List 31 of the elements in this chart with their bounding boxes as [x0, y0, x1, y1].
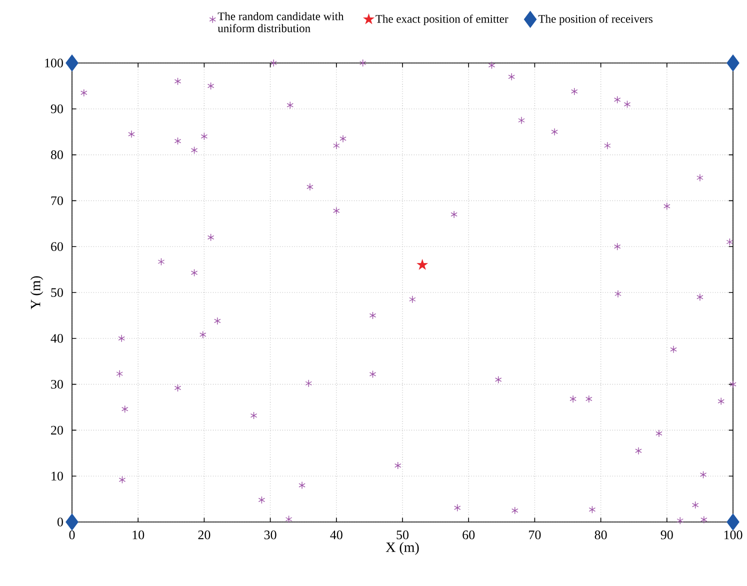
- x-tick-label: 40: [330, 530, 342, 540]
- x-axis-title: X (m): [386, 542, 419, 555]
- y-tick-label: 100: [45, 58, 63, 68]
- x-tick-label: 80: [594, 530, 607, 540]
- x-tick-label: 30: [264, 530, 276, 540]
- y-tick-label: 90: [50, 104, 63, 114]
- y-tick-label: 0: [57, 518, 63, 526]
- y-tick-label: 30: [51, 380, 63, 389]
- x-tick-label: 60: [462, 530, 475, 540]
- y-tick-label: 50: [51, 288, 63, 297]
- point: [726, 514, 740, 530]
- y-tick-label: 20: [51, 426, 63, 435]
- y-tick-label: 80: [50, 150, 63, 160]
- y-tick-label: 60: [51, 242, 63, 251]
- legend-label: The exact position of emitter: [376, 14, 508, 26]
- x-tick-label: 70: [529, 530, 541, 540]
- x-tick-label: 20: [198, 530, 210, 540]
- legend-label: The position of receivers: [538, 14, 653, 26]
- y-tick-label: 70: [51, 196, 63, 206]
- x-tick-label: 10: [132, 530, 144, 540]
- point: [726, 54, 740, 72]
- x-tick-label: 90: [660, 530, 673, 540]
- legend-label: The random candidate with uniform distribution: [218, 12, 344, 32]
- point: [66, 514, 78, 530]
- x-tick-label: 100: [724, 530, 742, 540]
- y-tick-label: 40: [50, 334, 63, 343]
- y-tick-label: 10: [52, 472, 63, 480]
- y-axis-title: Y (m): [30, 276, 44, 310]
- x-tick-label: 50: [396, 530, 409, 540]
- point: [66, 54, 78, 72]
- x-tick-label: 0: [69, 530, 75, 540]
